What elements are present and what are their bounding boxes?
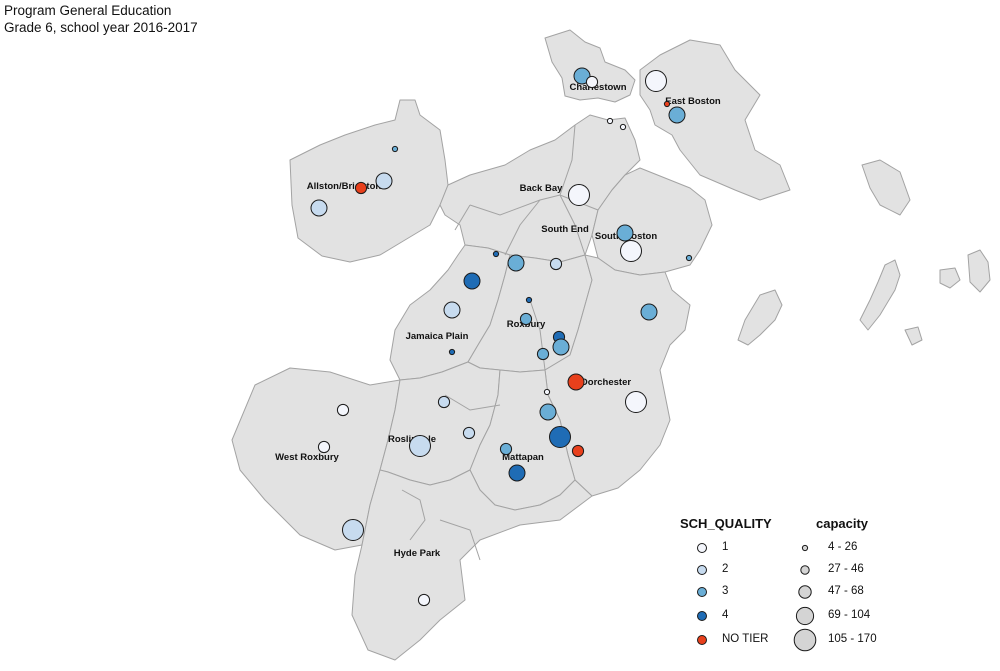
legend-quality-label: 1	[722, 541, 729, 553]
school-marker[interactable]	[663, 100, 671, 108]
neighborhood-label: Dorchester	[581, 377, 631, 388]
legend-symbols	[697, 543, 817, 652]
school-marker[interactable]	[391, 145, 399, 153]
neighborhood-label: Hyde Park	[394, 548, 441, 559]
legend: SCH_QUALITY capacity 1 2 3 4 NO TIER 4 - 26 27…	[680, 516, 980, 666]
school-marker[interactable]	[625, 391, 647, 413]
harbor-island	[967, 249, 991, 293]
school-marker[interactable]	[571, 444, 585, 458]
school-marker[interactable]	[519, 312, 533, 326]
boundary-line	[401, 489, 426, 541]
school-marker[interactable]	[585, 75, 599, 89]
legend-quality-label: 2	[722, 563, 729, 575]
legend-quality-swatch	[697, 565, 707, 575]
school-marker[interactable]	[640, 303, 658, 321]
school-marker[interactable]	[568, 184, 590, 206]
school-marker[interactable]	[342, 519, 364, 541]
neighborhood-label: Back Bay	[520, 183, 563, 194]
school-marker[interactable]	[310, 199, 328, 217]
legend-capacity-label: 105 - 170	[828, 633, 877, 645]
neighborhood-label: Jamaica Plain	[406, 331, 469, 342]
school-marker[interactable]	[525, 296, 533, 304]
boundary-line	[559, 124, 576, 196]
school-marker[interactable]	[543, 388, 551, 396]
allston-brighton-area	[289, 99, 449, 263]
legend-quality-swatch	[697, 635, 707, 645]
harbor-island	[737, 289, 783, 346]
legend-capacity-title: capacity	[816, 516, 869, 531]
school-marker[interactable]	[317, 440, 331, 454]
school-marker[interactable]	[549, 426, 571, 448]
neighborhood-label: Charlestown	[569, 82, 626, 93]
school-marker[interactable]	[539, 403, 557, 421]
harbor-island	[939, 267, 961, 289]
harbor-island	[904, 326, 923, 346]
school-marker[interactable]	[536, 347, 550, 361]
neighborhood-label: Allston/Brighton	[307, 181, 382, 192]
legend-quality-label: 4	[722, 609, 729, 621]
school-marker[interactable]	[620, 240, 642, 262]
legend-capacity-swatch	[798, 585, 812, 599]
legend-capacity-label: 69 - 104	[828, 609, 871, 621]
school-markers	[310, 67, 693, 607]
school-marker[interactable]	[619, 123, 627, 131]
neighborhood-label: Mattapan	[502, 452, 544, 463]
school-marker[interactable]	[616, 224, 634, 242]
school-marker[interactable]	[567, 373, 585, 391]
legend-capacity-label: 27 - 46	[828, 563, 864, 575]
harbor-island	[859, 259, 901, 331]
legend-capacity-label: 4 - 26	[828, 541, 858, 553]
school-marker[interactable]	[437, 395, 451, 409]
school-marker[interactable]	[552, 338, 570, 356]
legend-capacity-swatch	[795, 606, 815, 626]
school-marker[interactable]	[685, 254, 693, 262]
boundary-line	[504, 199, 541, 256]
boundary-line	[439, 519, 481, 561]
legend-quality-swatch	[697, 611, 707, 621]
school-marker[interactable]	[443, 301, 461, 319]
title-line-2: Grade 6, school year 2016-2017	[4, 20, 198, 35]
school-marker[interactable]	[375, 172, 393, 190]
school-marker[interactable]	[573, 67, 591, 85]
title-line-1: Program General Education	[4, 3, 172, 18]
school-marker[interactable]	[492, 250, 500, 258]
school-marker[interactable]	[336, 403, 350, 417]
legend-capacity-swatch	[793, 628, 817, 652]
legend-capacity-swatch	[800, 565, 810, 575]
charlestown-area	[544, 29, 636, 103]
neighborhood-label: East Boston	[665, 96, 721, 107]
school-marker[interactable]	[463, 272, 481, 290]
boundary-line	[444, 394, 501, 411]
boundary-line	[454, 204, 471, 231]
school-marker[interactable]	[508, 464, 526, 482]
school-marker[interactable]	[645, 70, 667, 92]
school-marker[interactable]	[499, 442, 513, 456]
school-marker[interactable]	[417, 593, 431, 607]
legend-quality-swatch	[697, 543, 707, 553]
school-marker[interactable]	[549, 257, 563, 271]
legend-capacity-swatch	[801, 544, 809, 552]
legend-quality-label: NO TIER	[722, 633, 769, 645]
school-marker[interactable]	[507, 254, 525, 272]
hyde-park-area	[351, 469, 593, 661]
school-marker[interactable]	[354, 181, 368, 195]
east-boston-area	[639, 39, 791, 201]
legend-quality-swatch	[697, 587, 707, 597]
map-title: Program General Education Grade 6, schoo…	[4, 2, 198, 36]
neighborhood-label: West Roxbury	[275, 452, 339, 463]
harbor-island	[861, 159, 911, 216]
school-marker[interactable]	[409, 435, 431, 457]
legend-quality-label: 3	[722, 585, 729, 597]
school-marker[interactable]	[606, 117, 614, 125]
legend-quality-title: SCH_QUALITY	[680, 516, 772, 531]
neighborhood-label: South End	[541, 224, 589, 235]
boundary-line	[559, 194, 586, 256]
legend-capacity-label: 47 - 68	[828, 585, 864, 597]
school-marker[interactable]	[448, 348, 456, 356]
school-marker[interactable]	[668, 106, 686, 124]
school-marker[interactable]	[462, 426, 476, 440]
